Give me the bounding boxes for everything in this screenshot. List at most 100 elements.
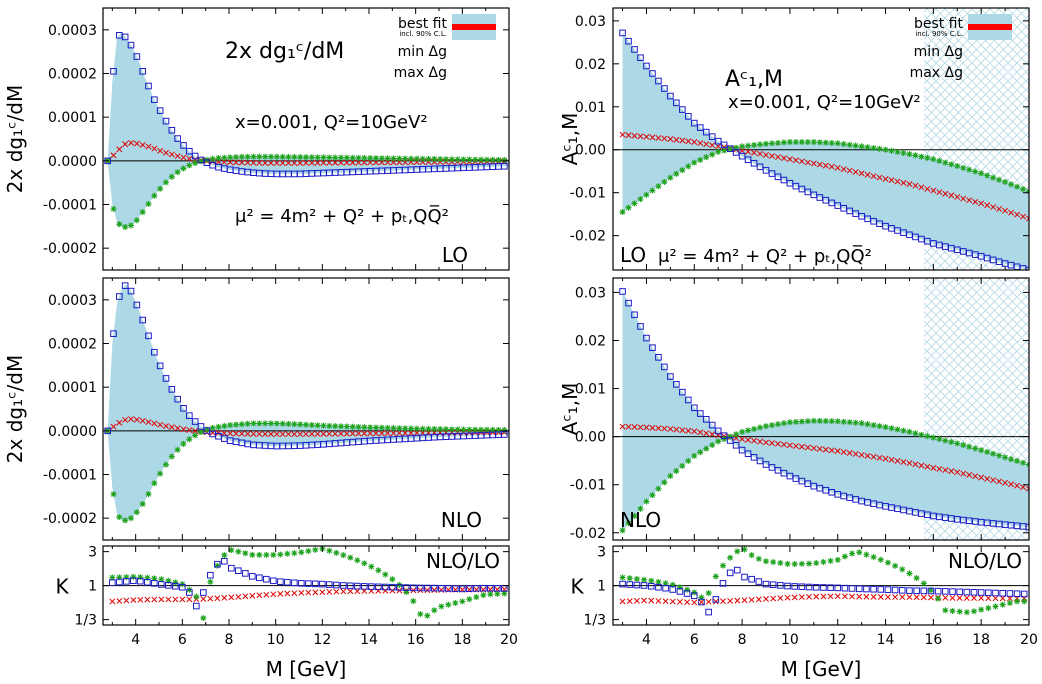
min-dg-mark	[978, 447, 985, 454]
min-dg-mark	[784, 560, 791, 567]
min-dg-mark	[966, 166, 973, 173]
max-dg-mark	[631, 46, 638, 53]
min-dg-mark	[233, 421, 239, 428]
best-fit-mark	[810, 445, 817, 452]
max-dg-mark	[424, 584, 431, 592]
best-fit-mark	[641, 597, 648, 604]
best-fit-mark	[180, 426, 187, 433]
min-dg-mark	[137, 574, 144, 581]
legend-right-cl: incl. 90% C.L.	[915, 30, 963, 38]
best-fit-mark	[822, 446, 829, 453]
max-dg-mark	[145, 82, 152, 90]
best-fit-mark	[277, 590, 284, 597]
min-dg-mark	[408, 425, 414, 432]
min-dg-mark	[408, 155, 414, 162]
max-dg-mark	[179, 583, 186, 591]
min-dg-mark	[745, 427, 752, 434]
min-dg-mark	[472, 426, 479, 433]
best-fit-mark	[186, 155, 193, 162]
legend-right-best-fit: best fit	[914, 16, 964, 32]
best-fit-mark	[308, 431, 315, 437]
best-fit-mark	[661, 135, 668, 142]
best-fit-mark	[303, 160, 309, 166]
best-fit-mark	[876, 174, 883, 181]
best-fit-mark	[123, 597, 130, 604]
min-dg-mark	[367, 424, 374, 431]
x-tick-label: 10	[781, 632, 799, 648]
best-fit-mark	[769, 153, 775, 159]
min-dg-mark	[990, 450, 997, 457]
min-dg-mark	[1021, 598, 1028, 605]
min-dg-mark	[877, 556, 884, 563]
x-tick-label: 20	[500, 632, 518, 648]
min-dg-mark	[697, 449, 704, 456]
max-dg-mark	[162, 375, 170, 382]
min-dg-mark	[960, 164, 967, 171]
min-dg-mark	[733, 431, 740, 438]
min-dg-mark	[466, 426, 473, 433]
best-fit-mark	[936, 466, 943, 472]
min-dg-mark	[270, 551, 277, 558]
max-dg-mark	[784, 582, 791, 590]
max-dg-mark	[673, 381, 680, 388]
best-fit-mark	[619, 131, 626, 138]
max-dg-mark	[679, 388, 686, 396]
max-dg-mark	[920, 587, 928, 595]
legend-left: best fit incl. 90% C.L. min Δg max Δg	[394, 14, 496, 81]
y-tick-label: 0.01	[575, 382, 606, 398]
best-fit-mark	[273, 431, 280, 438]
max-dg-mark	[619, 580, 626, 588]
best-fit-mark	[978, 474, 985, 481]
min-dg-mark	[719, 562, 726, 569]
max-dg-mark	[417, 584, 424, 592]
min-dg-mark	[985, 605, 992, 612]
best-fit-mark	[996, 478, 1003, 485]
max-dg-mark	[777, 582, 784, 589]
max-dg-mark	[480, 584, 487, 592]
max-dg-mark	[354, 582, 361, 590]
panel-nlo_right: -0.02 -0.01 0.00 0.01 0.02 0.03 Aᶜ₁,M	[558, 277, 1030, 542]
min-dg-mark	[130, 573, 137, 580]
min-dg-mark	[466, 156, 473, 163]
best-fit-mark	[751, 149, 758, 156]
max-dg-mark	[235, 567, 242, 575]
best-fit-mark	[165, 596, 172, 603]
max-dg-mark	[200, 589, 207, 596]
k-right-label: NLO/LO	[948, 549, 1022, 573]
min-dg-mark	[355, 423, 362, 430]
best-fit-mark	[757, 150, 763, 157]
x-tick-label: 8	[738, 632, 747, 648]
best-fit-mark	[984, 202, 991, 209]
min-dg-mark	[936, 157, 943, 164]
max-dg-mark	[956, 588, 963, 596]
y-tick-label: 0.0000	[48, 424, 97, 440]
best-fit-mark	[349, 430, 356, 437]
y-tick-label: 0.02	[575, 57, 606, 73]
best-fit-mark	[413, 430, 420, 436]
min-dg-mark	[703, 154, 710, 161]
max-dg-mark	[720, 141, 728, 149]
lo-left-scale: μ² = 4m² + Q² + pₜ,QQ̅²	[235, 205, 449, 227]
min-dg-mark	[948, 161, 955, 168]
max-dg-mark	[139, 316, 146, 324]
lo-left-title: 2x dg₁ᶜ/dM	[225, 39, 344, 64]
min-dg-mark	[888, 147, 895, 154]
min-dg-mark	[870, 554, 877, 561]
best-fit-mark	[172, 596, 179, 603]
best-fit-mark	[139, 417, 146, 424]
nlo-left-order: NLO	[441, 508, 482, 532]
min-dg-mark	[685, 163, 692, 170]
min-dg-mark	[123, 574, 130, 581]
min-dg-mark	[396, 425, 403, 432]
min-dg-mark	[151, 192, 158, 199]
min-dg-mark	[361, 560, 368, 567]
min-dg-mark	[679, 462, 686, 469]
min-dg-mark	[122, 517, 129, 524]
best-fit-mark	[834, 593, 841, 600]
best-fit-mark	[128, 416, 134, 422]
min-dg-mark	[478, 426, 484, 433]
x-tick-label: 12	[313, 632, 331, 648]
min-dg-mark	[1014, 183, 1021, 190]
min-dg-mark	[279, 153, 286, 160]
best-fit-mark	[215, 430, 222, 436]
